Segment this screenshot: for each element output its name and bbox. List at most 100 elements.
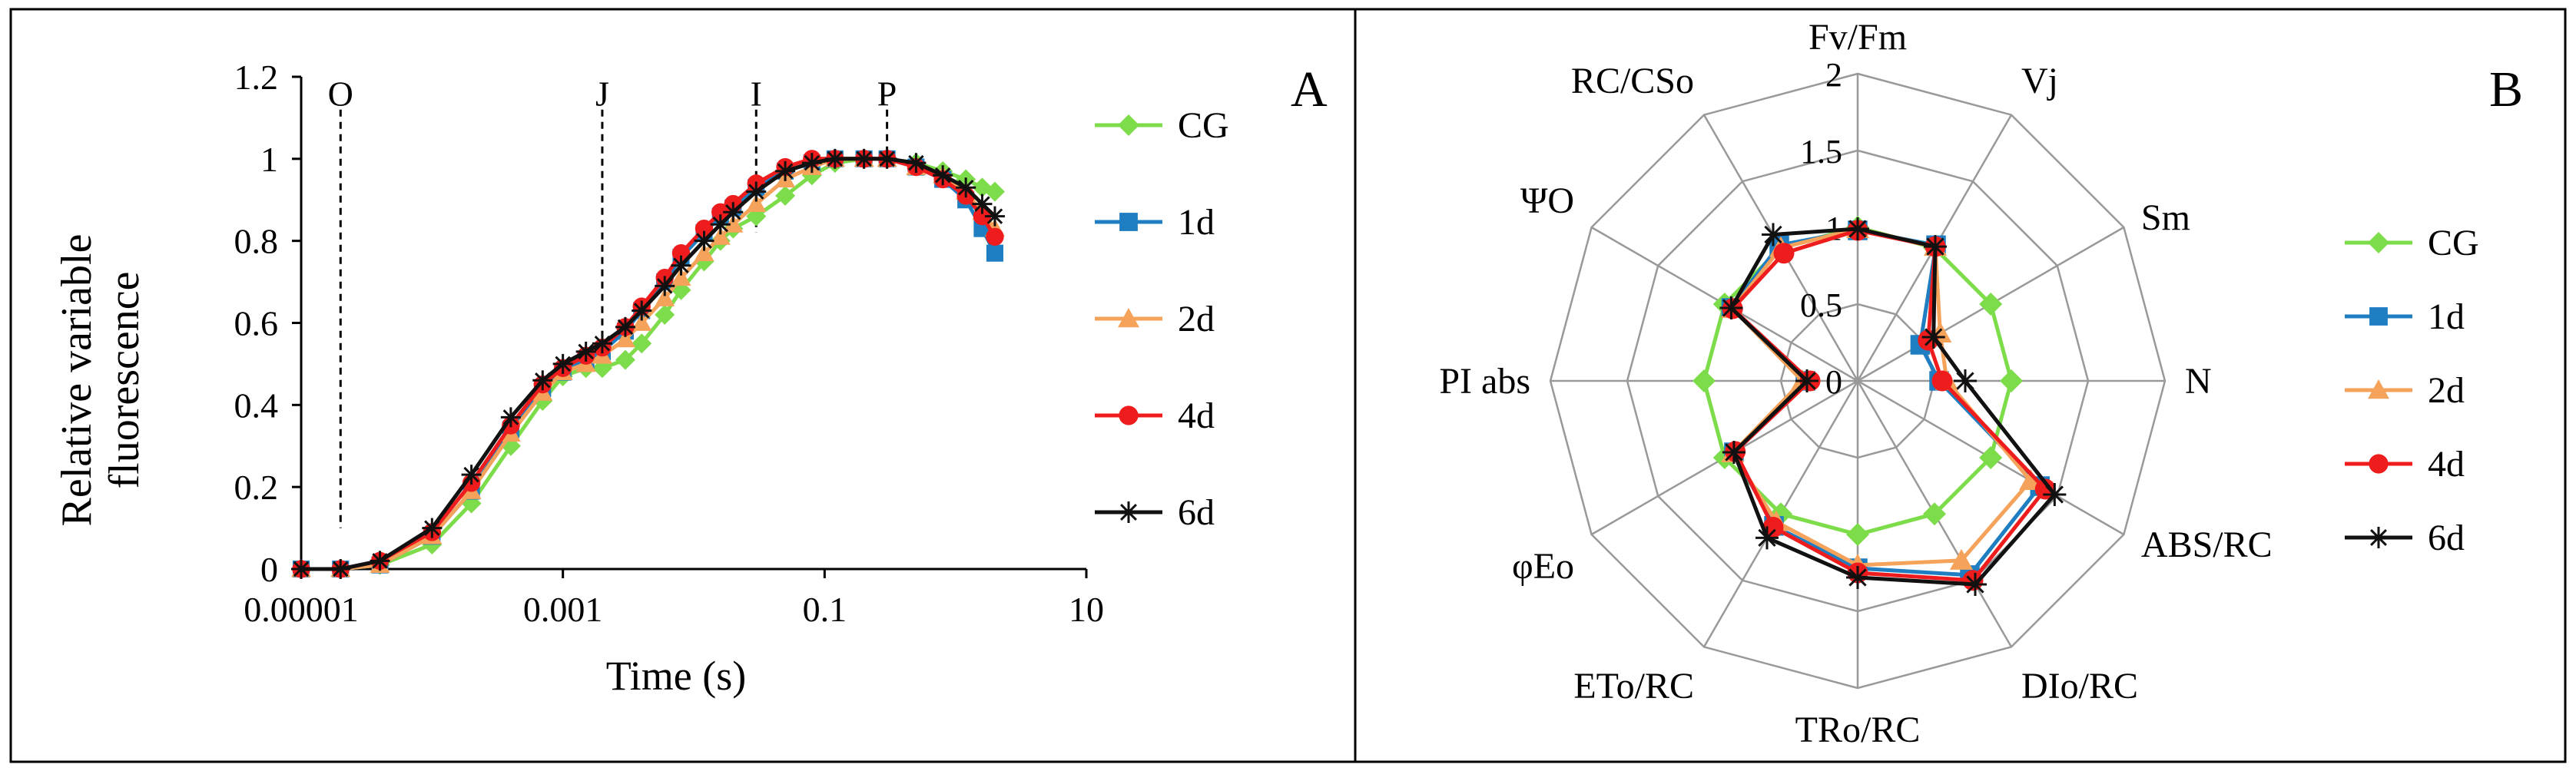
panel-a-point-4d xyxy=(695,219,714,238)
radar-point-CG xyxy=(1979,446,2003,469)
radar-point-4d xyxy=(1773,243,1795,264)
panel-a-point-2d xyxy=(615,329,635,348)
y-axis-title-line-1: Relative variable xyxy=(53,234,101,527)
panel-a-point-2d xyxy=(746,194,767,212)
panel-a-point-6d xyxy=(552,353,573,374)
panel-b-legend-marker-4d xyxy=(2369,454,2389,474)
panel-a-point-6d xyxy=(632,300,652,321)
phase-marker-label-I: I xyxy=(751,74,762,113)
phase-marker-label-J: J xyxy=(595,74,609,113)
panel-a-point-2d xyxy=(694,243,714,262)
panel-b-legend-marker-6d xyxy=(2368,527,2389,548)
panel-b-legend-label-2d: 2d xyxy=(2428,370,2465,411)
radar-point-CG xyxy=(2000,369,2023,392)
x-tick-label-3: 10 xyxy=(1069,590,1104,629)
phase-marker-label-P: P xyxy=(877,74,897,113)
panel-a-point-CG xyxy=(775,185,796,206)
panel-a-point-6d xyxy=(746,181,767,202)
panel-a-point-6d xyxy=(671,255,691,276)
panel-a-tick-labels: 0 0.2 0.4 0.6 0.8 1 1.2 0.00001 0.001 0.1 10 xyxy=(234,58,1105,629)
panel-b-legend-label-4d: 4d xyxy=(2428,444,2465,485)
panel-a-point-6d xyxy=(775,160,796,181)
y-tick-label-5: 1 xyxy=(260,140,278,179)
radar-axis-label-1: Vj xyxy=(2021,61,2058,101)
y-tick-label-6: 1.2 xyxy=(234,58,279,97)
panel-a-legend-marker-CG xyxy=(1118,114,1139,136)
radar-axis-label-0: Fv/Fm xyxy=(1809,17,1907,58)
phase-marker-label-O: O xyxy=(328,74,353,113)
radar-axis-label-2: Sm xyxy=(2141,197,2190,238)
panel-a-point-6d xyxy=(710,214,731,235)
panel-a-point-CG xyxy=(984,181,1005,202)
panel-a-point-2d xyxy=(632,313,652,331)
panel-a-legend-marker-1d xyxy=(1119,213,1138,231)
x-axis-title: Time (s) xyxy=(606,653,747,699)
radar-point-6d xyxy=(1755,526,1779,550)
panel-a-point-2d xyxy=(723,214,744,233)
panel-b: B 00.511.52 Fv/FmVjSmNABS/RCDIo/RCTRo/RC… xyxy=(1439,17,2523,750)
panel-a-point-CG xyxy=(632,333,652,354)
radar-axis-label-7: ETo/RC xyxy=(1573,666,1694,706)
radar-axis-label-10: ΨO xyxy=(1520,180,1574,221)
panel-b-legend-label-1d: 1d xyxy=(2428,296,2465,337)
panel-a-point-6d xyxy=(877,148,897,169)
radar-axis-label-8: φEo xyxy=(1512,546,1574,587)
y-tick-label-3: 0.6 xyxy=(234,304,279,343)
radar-point-6d xyxy=(2043,483,2067,506)
panel-b-legend-marker-1d xyxy=(2369,307,2388,326)
panel-a-legend-label-1d: 1d xyxy=(1178,202,1215,243)
radar-point-6d xyxy=(1762,223,1785,247)
panel-a-point-6d xyxy=(694,230,714,251)
radar-axis-labels: Fv/Fm Vj Sm N ABS/RC DIo/RC TRo/RC ETo/RC φEo PI … xyxy=(1439,17,2272,750)
radar-axis-label-9: PI abs xyxy=(1439,361,1530,402)
radar-point-6d xyxy=(1921,326,1945,349)
panel-b-legend-marker-2d xyxy=(2368,379,2389,399)
panel-a-point-6d xyxy=(956,177,976,198)
x-tick-label-0: 0.00001 xyxy=(244,590,359,629)
panel-a-line-6d xyxy=(301,157,996,571)
radar-point-CG xyxy=(1692,369,1716,392)
radar-r-tick-1: 0.5 xyxy=(1800,286,1842,324)
panel-a-point-1d xyxy=(986,244,1003,262)
panel-a-point-2d xyxy=(710,227,731,245)
panel-a-point-6d xyxy=(984,206,1005,227)
panel-b-legend: CG 1d 2d 4d 6d xyxy=(2345,223,2479,558)
panel-a-legend-marker-6d xyxy=(1118,501,1139,523)
panel-a-point-CG xyxy=(655,304,675,325)
radar-point-6d xyxy=(1924,235,1947,259)
panel-b-legend-marker-CG xyxy=(2368,232,2389,253)
panel-a-point-CG xyxy=(532,390,553,411)
panel-a-series-6d xyxy=(291,148,1005,579)
radar-r-tick-0: 0 xyxy=(1825,363,1842,401)
y-tick-label-4: 0.8 xyxy=(234,222,279,261)
panel-a-point-6d xyxy=(422,518,443,538)
panel-b-label: B xyxy=(2489,61,2523,117)
panel-a-legend-label-6d: 6d xyxy=(1178,492,1215,533)
radar-axis-label-4: ABS/RC xyxy=(2141,524,2273,565)
radar-series-6d xyxy=(1719,217,2067,597)
radar-point-6d xyxy=(1964,573,1987,597)
y-tick-label-0: 0 xyxy=(260,550,278,589)
panel-a-label: A xyxy=(1291,61,1328,117)
radar-series xyxy=(1692,216,2067,597)
radar-axis-label-6: TRo/RC xyxy=(1795,710,1921,750)
radar-point-2d xyxy=(1950,548,1973,570)
panel-a-point-6d xyxy=(933,165,953,186)
panel-a-series xyxy=(291,148,1005,579)
panel-a-y-axis-title: Relative variable fluorescence xyxy=(53,234,148,527)
radar-axis-label-3: N xyxy=(2185,361,2212,402)
radar-point-6d xyxy=(1722,441,1746,464)
panel-a-point-2d xyxy=(671,267,691,286)
figure-border xyxy=(9,8,2567,763)
radar-point-CG xyxy=(1846,523,1869,546)
panel-a-point-6d xyxy=(854,148,874,169)
panel-a-point-6d xyxy=(824,148,845,169)
radar-point-6d xyxy=(1954,369,1977,392)
y-tick-label-1: 0.2 xyxy=(234,468,279,507)
radar-r-tick-labels: 00.511.52 xyxy=(1800,56,1842,401)
radar-point-6d xyxy=(1719,296,1743,319)
radar-point-CG xyxy=(1923,502,1946,526)
radar-axis-label-5: DIo/RC xyxy=(2021,666,2138,706)
